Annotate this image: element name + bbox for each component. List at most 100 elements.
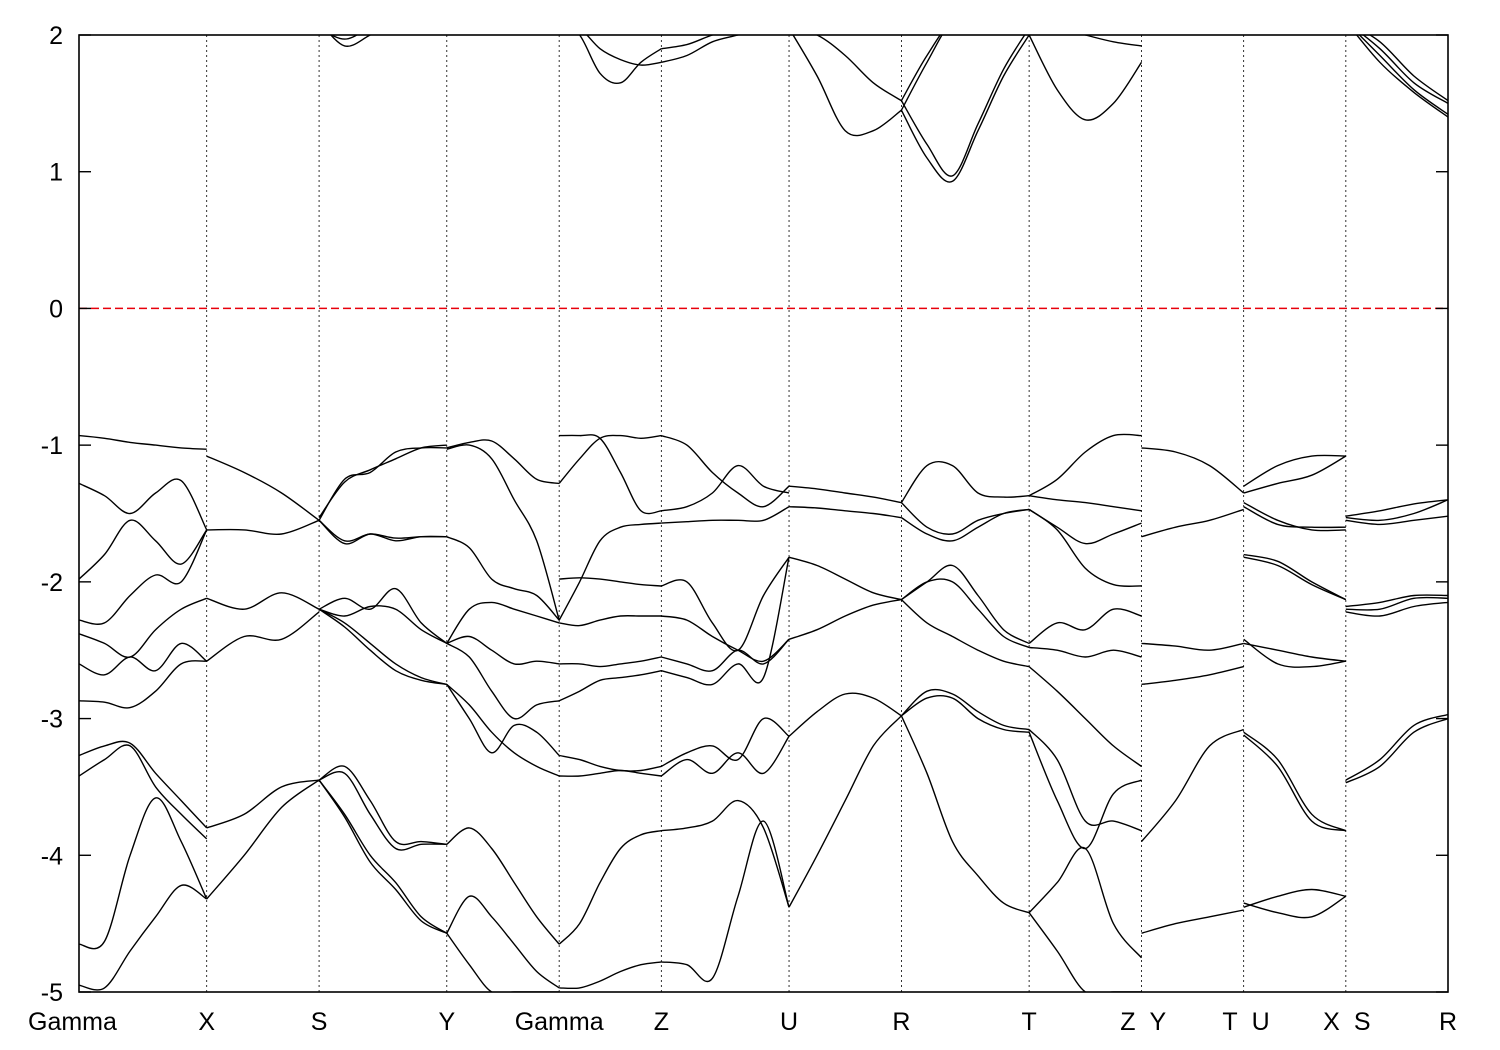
band-line xyxy=(1358,35,1448,115)
band-line xyxy=(318,765,447,846)
band-line xyxy=(446,683,560,777)
band-line xyxy=(318,608,447,686)
band-line xyxy=(559,754,662,772)
band-line xyxy=(206,519,320,536)
band-line xyxy=(1243,553,1347,601)
x-axis: Gamma X S Y Gamma Z U R T Z Y T U X S R xyxy=(28,1008,1457,1036)
band-line xyxy=(661,35,715,50)
band-line xyxy=(559,577,662,587)
band-line xyxy=(559,434,662,515)
band-line xyxy=(318,779,448,934)
band-line xyxy=(900,35,942,101)
band-line xyxy=(661,557,790,686)
band-line xyxy=(900,460,1030,503)
band-line xyxy=(79,744,208,840)
band-line xyxy=(1141,665,1244,686)
band-line xyxy=(1141,447,1245,494)
band-line xyxy=(79,519,208,580)
band-line xyxy=(900,578,1030,649)
x-tick-label: Z xyxy=(654,1008,669,1036)
band-line xyxy=(1345,713,1448,781)
band-line xyxy=(788,556,902,601)
band-line xyxy=(901,564,1030,645)
band-line xyxy=(558,830,662,945)
band-line xyxy=(318,519,447,545)
band-line xyxy=(1243,888,1346,908)
band-line xyxy=(788,715,902,908)
band-line xyxy=(1345,717,1448,784)
band-line xyxy=(901,508,1030,542)
band-line xyxy=(900,715,1030,914)
y-tick-label: 2 xyxy=(49,22,63,50)
band-line xyxy=(318,771,447,851)
band-line xyxy=(1028,495,1142,512)
band-line xyxy=(1345,515,1448,526)
band-line xyxy=(1243,454,1346,487)
band-line xyxy=(586,35,662,66)
band-line xyxy=(1368,35,1448,102)
x-tick-label: U xyxy=(1252,1008,1270,1036)
band-line xyxy=(1345,499,1448,517)
x-tick-label: Gamma xyxy=(28,1008,117,1036)
y-tick-label: -4 xyxy=(41,842,63,870)
band-line xyxy=(318,446,447,521)
band-line xyxy=(79,529,208,625)
band-line xyxy=(900,688,1030,731)
band-line xyxy=(1243,895,1347,919)
y-tick-label: 1 xyxy=(49,159,63,187)
band-line xyxy=(900,694,1030,733)
band-lines xyxy=(79,35,1448,992)
band-line xyxy=(661,556,790,652)
y-tick-label: -5 xyxy=(41,979,63,1007)
y-tick-label: -3 xyxy=(41,706,63,734)
band-line xyxy=(661,464,790,512)
band-line xyxy=(559,769,662,777)
band-line xyxy=(1243,556,1347,601)
k-point-gridlines xyxy=(206,35,1347,992)
band-line xyxy=(79,642,208,676)
band-line xyxy=(1028,912,1142,992)
band-line xyxy=(446,895,560,989)
band-line xyxy=(446,932,560,992)
x-tick-label: T xyxy=(1222,1008,1237,1036)
band-line xyxy=(661,615,790,663)
band-line xyxy=(1345,594,1448,608)
band-line xyxy=(661,434,790,508)
plot-frame xyxy=(78,34,1449,993)
band-line xyxy=(446,601,560,644)
band-line xyxy=(1028,508,1142,588)
band-line xyxy=(558,670,662,702)
band-line xyxy=(660,717,790,768)
x-tick-label: X xyxy=(1323,1008,1340,1036)
band-line xyxy=(559,615,662,627)
x-tick-label: U xyxy=(780,1008,798,1036)
band-line xyxy=(1362,35,1448,104)
band-line xyxy=(661,506,790,524)
band-line xyxy=(1141,909,1244,934)
band-line xyxy=(900,502,1030,535)
band-line xyxy=(661,820,790,983)
band-line xyxy=(788,598,902,640)
x-tick-label: X xyxy=(198,1008,215,1036)
band-line xyxy=(660,735,790,777)
band-line xyxy=(206,779,320,829)
band-line xyxy=(900,599,1030,668)
band-line xyxy=(1345,499,1448,522)
band-line xyxy=(206,779,320,900)
band-line xyxy=(1028,35,1143,121)
y-axis: -5 -4 -3 -2 -1 0 1 2 xyxy=(41,22,1448,1007)
band-line xyxy=(318,587,448,644)
band-line xyxy=(1243,731,1347,832)
band-line xyxy=(330,35,359,40)
band-line xyxy=(446,642,560,720)
band-line xyxy=(1028,729,1142,832)
band-line xyxy=(900,35,1030,111)
band-line xyxy=(79,434,207,450)
band-line xyxy=(815,35,902,102)
x-tick-label: R xyxy=(1439,1008,1457,1036)
x-tick-label: R xyxy=(892,1008,910,1036)
band-line xyxy=(1028,666,1142,767)
x-tick-label: S xyxy=(1354,1008,1371,1036)
band-line xyxy=(1028,846,1143,959)
band-line xyxy=(446,536,560,621)
